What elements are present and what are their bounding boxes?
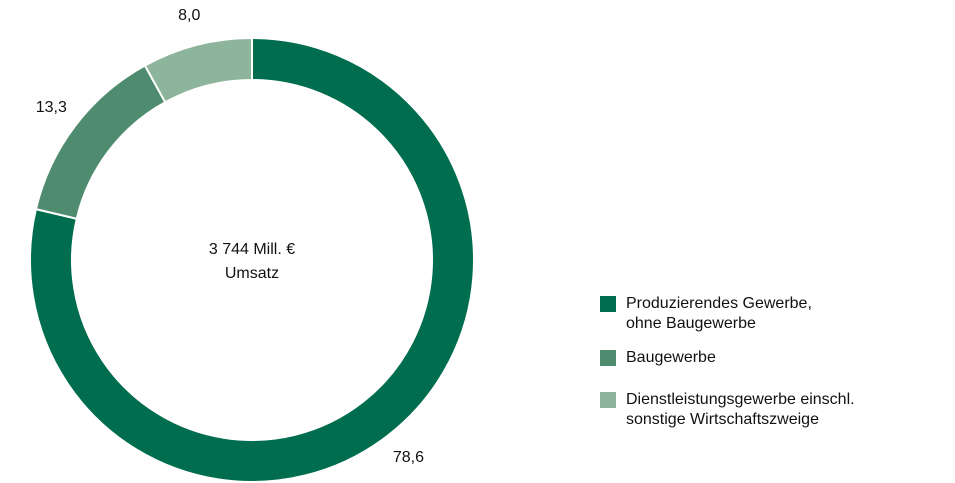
legend-entry: Produzierendes Gewerbe, ohne Baugewerbe [600, 294, 812, 334]
value-label: 13,3 [36, 99, 67, 116]
legend-swatch [600, 296, 616, 312]
donut-segment [143, 36, 253, 104]
legend-entry: Dienstleistungsgewerbe einschl. sonstige… [600, 390, 855, 430]
legend-swatch [600, 350, 616, 366]
legend-label: Baugewerbe [626, 349, 716, 366]
legend-entry: Baugewerbe [600, 348, 716, 368]
center-label: 3 744 Mill. € [209, 241, 295, 258]
donut-segment [34, 64, 167, 220]
center-sublabel: Umsatz [225, 265, 279, 282]
donut-segment [29, 36, 475, 483]
legend-swatch [600, 392, 616, 408]
legend-label: Dienstleistungsgewerbe einschl. sonstige… [626, 391, 855, 428]
value-label: 78,6 [393, 449, 424, 466]
value-label: 8,0 [178, 7, 200, 24]
legend-label: Produzierendes Gewerbe, ohne Baugewerbe [626, 295, 812, 332]
